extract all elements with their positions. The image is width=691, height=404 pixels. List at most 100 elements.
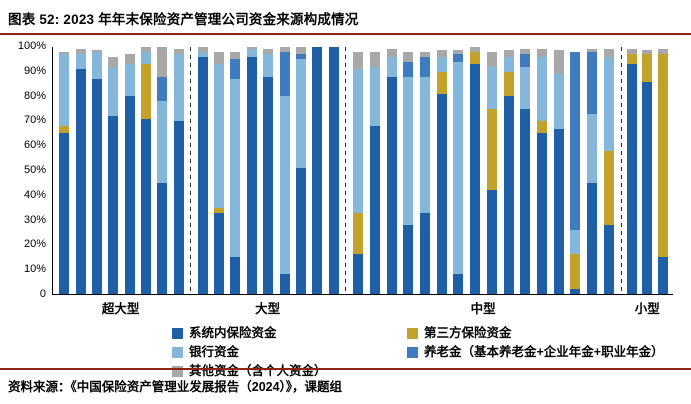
footer-divider xyxy=(0,368,691,370)
bar-segment xyxy=(453,274,464,294)
title-divider xyxy=(0,33,691,35)
bar-segment xyxy=(453,49,464,55)
bar-segment xyxy=(230,59,241,80)
bar-segment xyxy=(296,168,307,294)
bar-segment xyxy=(419,56,430,77)
x-group-label: 大型 xyxy=(255,302,281,316)
bar-segment xyxy=(157,76,168,102)
bar-segment xyxy=(503,96,514,294)
legend-label: 养老金（基本养老金+企业年金+职业年金） xyxy=(424,345,664,359)
bar-group xyxy=(191,47,345,294)
bar-segment xyxy=(353,254,364,294)
bar-segment xyxy=(587,113,598,183)
bar-segment xyxy=(92,79,103,294)
group-separator xyxy=(620,47,622,294)
bar-segment xyxy=(486,51,497,67)
stacked-bar xyxy=(503,47,514,294)
bar-segment xyxy=(657,54,668,257)
stacked-bar xyxy=(108,47,119,294)
bar-segment xyxy=(486,190,497,294)
stacked-bar xyxy=(263,47,274,294)
bar-segment xyxy=(141,51,152,65)
bar-segment xyxy=(213,51,224,65)
stacked-bar-chart: 0 10% 20% 30% 40% 50% 60% 70% 80% 90% 100% xyxy=(8,40,673,300)
bar-segment xyxy=(59,54,70,127)
bar-segment xyxy=(642,54,653,82)
bar-segment xyxy=(587,51,598,114)
bar-segment xyxy=(197,56,208,294)
x-axis-group-labels: 超大型 大型 中型 小型 xyxy=(52,298,673,317)
bar-segment xyxy=(553,74,564,129)
bar-segment xyxy=(312,47,323,294)
stacked-bar xyxy=(553,47,564,294)
legend-swatch xyxy=(407,346,418,358)
stacked-bar xyxy=(642,47,653,294)
bar-segment xyxy=(124,64,135,97)
bar-segment xyxy=(486,108,497,191)
bar-segment xyxy=(296,47,307,55)
bar-segment xyxy=(553,128,564,294)
legend-label: 第三方保险资金 xyxy=(424,326,512,340)
legend-item: 系统内保险资金 xyxy=(172,326,407,340)
stacked-bar xyxy=(246,47,257,294)
bar-segment xyxy=(470,51,481,65)
bar-segment xyxy=(213,64,224,208)
bar-segment xyxy=(553,49,564,75)
bar-segment xyxy=(353,212,364,255)
bar-segment xyxy=(536,56,547,122)
stacked-bar xyxy=(213,47,224,294)
legend-label: 系统内保险资金 xyxy=(189,326,277,340)
bar-segment xyxy=(403,76,414,225)
stacked-bar xyxy=(626,47,637,294)
bar-segment xyxy=(520,108,531,294)
bar-segment xyxy=(263,54,274,77)
bar-segment xyxy=(369,126,380,294)
bar-segment xyxy=(279,51,290,97)
stacked-bar xyxy=(124,47,135,294)
y-tick-label: 90% xyxy=(23,64,46,77)
stacked-bar xyxy=(603,47,614,294)
stacked-bar xyxy=(536,47,547,294)
bar-segment xyxy=(570,289,581,294)
y-tick-label: 60% xyxy=(23,139,46,152)
bar-segment xyxy=(328,47,339,294)
bar-segment xyxy=(59,126,70,134)
bar-segment xyxy=(386,49,397,57)
bar-segment xyxy=(626,64,637,294)
stacked-bar xyxy=(587,47,598,294)
bar-segment xyxy=(486,66,497,109)
bar-segment xyxy=(520,49,531,55)
stacked-bar xyxy=(486,47,497,294)
bar-group xyxy=(622,47,673,294)
bar-segment xyxy=(536,121,547,134)
bar-segment xyxy=(263,76,274,294)
bar-segment xyxy=(503,71,514,97)
x-group-label: 超大型 xyxy=(101,302,140,316)
bar-segment xyxy=(279,47,290,52)
bar-segment xyxy=(587,182,598,294)
stacked-bar xyxy=(403,47,414,294)
bar-segment xyxy=(419,51,430,57)
bar-segment xyxy=(570,229,581,255)
y-tick-label: 20% xyxy=(23,238,46,251)
figure-footer: 资料来源：《中国保险资产管理业发展报告（2024）》，课题组 xyxy=(0,368,691,404)
legend-swatch xyxy=(172,365,183,377)
bar-segment xyxy=(369,51,380,67)
bar-segment xyxy=(279,274,290,294)
bar-segment xyxy=(453,61,464,275)
bar-segment xyxy=(436,49,447,57)
group-separator xyxy=(190,47,192,294)
bar-segment xyxy=(403,51,414,62)
bar-segment xyxy=(603,49,614,57)
bar-segment xyxy=(92,51,103,80)
bar-segment xyxy=(436,56,447,72)
bar-segment xyxy=(642,49,653,55)
legend-swatch xyxy=(407,327,418,339)
bar-segment xyxy=(213,207,224,213)
legend-item: 养老金（基本养老金+企业年金+职业年金） xyxy=(407,345,664,359)
legend-item: 第三方保险资金 xyxy=(407,326,664,340)
bar-segment xyxy=(603,224,614,294)
stacked-bar xyxy=(419,47,430,294)
bar-segment xyxy=(353,51,364,70)
bar-segment xyxy=(230,51,241,60)
